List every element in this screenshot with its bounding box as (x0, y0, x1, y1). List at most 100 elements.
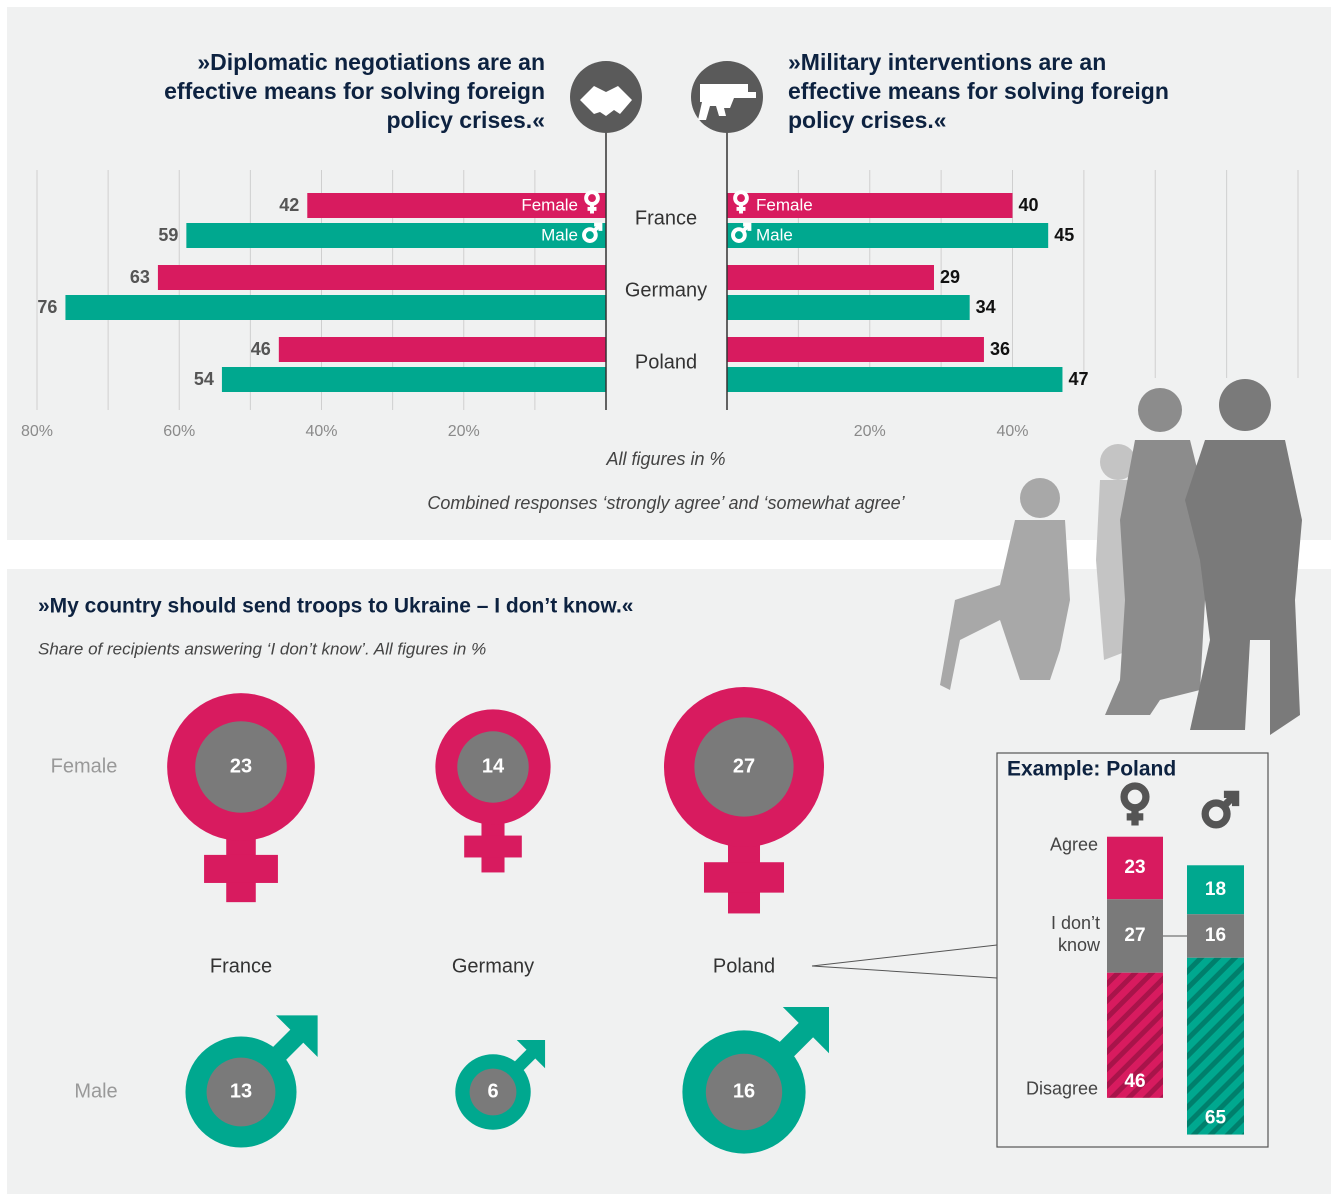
panel-title: »Military interventions are an (788, 49, 1106, 75)
female-icon (584, 190, 600, 214)
bar (727, 193, 1013, 218)
gun (698, 84, 756, 120)
value-label: 65 (1205, 1108, 1227, 1129)
value-label: 40 (1019, 195, 1039, 215)
value-label: 59 (158, 225, 178, 245)
value-label: 16 (733, 1080, 755, 1102)
panel-title: »Diplomatic negotiations are an (197, 49, 545, 75)
value-label: 18 (1205, 879, 1226, 900)
value-label: 29 (940, 267, 960, 287)
category-label: Germany (452, 955, 534, 977)
stack-segment (1187, 865, 1244, 915)
stack-segment (1107, 899, 1163, 973)
bar (278, 337, 606, 362)
bar (307, 193, 606, 218)
row-label-box: I don’t know (1050, 913, 1100, 955)
value-label: 54 (194, 369, 214, 389)
panel-title: effective means for solving foreign (164, 78, 545, 104)
icon-ring (582, 227, 598, 243)
panel-title: effective means for solving foreign (788, 78, 1169, 104)
x-tick-label: 40% (305, 423, 337, 440)
x-tick-label: 20% (448, 423, 480, 440)
value-label: 14 (482, 755, 505, 777)
bar (157, 265, 606, 290)
bar (727, 367, 1063, 392)
symbol-inner (195, 721, 287, 813)
value-label: 16 (1205, 925, 1226, 946)
soldier-silhouettes (940, 379, 1302, 735)
legend-label: Male (756, 225, 793, 244)
note: All figures in % (605, 449, 725, 469)
male-icon (1201, 790, 1240, 829)
bar (221, 367, 607, 392)
value-label: 6 (487, 1080, 498, 1102)
category-label: Germany (625, 279, 707, 301)
value-label: 42 (279, 195, 299, 215)
female-icon (1120, 782, 1150, 826)
topic-icon (691, 61, 763, 133)
symbol-inner (457, 731, 529, 803)
bar (727, 337, 984, 362)
bar (727, 295, 970, 320)
bar (186, 223, 607, 248)
male-icon (731, 222, 752, 243)
note: Combined responses ‘strongly agree’ and … (427, 493, 905, 513)
symbol-bar (464, 835, 522, 858)
bar (727, 223, 1049, 248)
symbol-bar (703, 862, 785, 893)
row-label: Disagree (1026, 1079, 1098, 1099)
x-tick-label: 20% (854, 423, 886, 440)
category-label: Poland (713, 955, 775, 977)
symbol-bar (204, 854, 278, 883)
value-label: 76 (37, 297, 57, 317)
x-tick-label: 40% (996, 423, 1028, 440)
legend-label: Male (541, 225, 578, 244)
symbol-inner (694, 717, 794, 817)
category-label: France (635, 207, 697, 229)
box-title: Example: Poland (1007, 758, 1176, 781)
value-label: 23 (230, 755, 252, 777)
example-box (996, 752, 1269, 1148)
value-label: 23 (1124, 857, 1145, 878)
value-label: 27 (1124, 925, 1145, 946)
row-label: Female (51, 755, 118, 777)
icon-head (1223, 790, 1240, 807)
value-label: 36 (990, 339, 1010, 359)
stack-segment (1107, 836, 1163, 900)
callout (811, 944, 998, 967)
bar (65, 295, 606, 320)
value-label: 13 (230, 1080, 252, 1102)
icon-head (594, 222, 603, 231)
legend-label: Female (756, 195, 813, 214)
female-icon (733, 190, 749, 214)
value-label: 46 (251, 339, 271, 359)
stack-segment (1107, 972, 1163, 1098)
panel-title: policy crises.« (386, 107, 545, 133)
value-label: 45 (1054, 225, 1074, 245)
bar (727, 265, 934, 290)
category-label: Poland (635, 351, 697, 373)
value-label: 63 (130, 267, 150, 287)
x-tick-label: 80% (21, 423, 53, 440)
male-icon (582, 222, 603, 243)
symbol-inner (469, 1068, 517, 1116)
stack-segment (1187, 957, 1244, 1135)
row-label: Male (74, 1080, 117, 1102)
handshake (580, 86, 632, 116)
x-tick-label: 60% (163, 423, 195, 440)
row-label: I don’t know (1050, 913, 1100, 955)
value-label: 34 (976, 297, 996, 317)
symbol-head (275, 1015, 318, 1058)
topic-icon (570, 61, 642, 133)
section-subtitle: Share of recipients answering ‘I don’t k… (38, 639, 486, 658)
symbol-inner (705, 1053, 783, 1131)
icon-ring (731, 227, 747, 243)
symbol-inner (206, 1057, 276, 1127)
category-label: France (210, 955, 272, 977)
stack-segment (1187, 914, 1244, 958)
icon-ring (1201, 799, 1231, 829)
row-label: Agree (1050, 834, 1098, 854)
callout (811, 965, 998, 979)
